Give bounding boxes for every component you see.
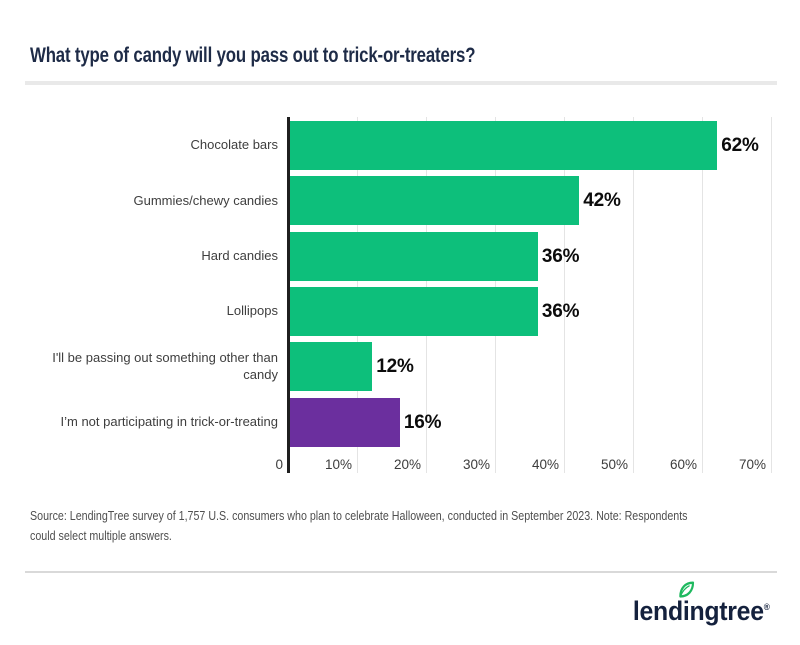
registered-mark: ®: [764, 602, 770, 612]
title-divider: [25, 81, 777, 85]
x-tick-label: 20%: [393, 457, 421, 472]
value-label: 36%: [541, 301, 580, 323]
category-label: Lollipops: [226, 303, 278, 319]
bar: [289, 287, 538, 337]
bar: [289, 397, 400, 447]
lendingtree-logo: lendi ngtree®: [633, 581, 770, 627]
category-label: Chocolate bars: [190, 137, 278, 153]
x-tick-label: 60%: [669, 457, 697, 472]
logo-letter-i: i: [679, 581, 695, 627]
bar: [289, 121, 718, 170]
source-note-line2: could select multiple answers.: [30, 527, 172, 543]
value-label: 62%: [721, 135, 759, 156]
source-note: Source: LendingTree survey of 1,757 U.S.…: [30, 506, 688, 545]
logo-text-before-i: lend: [633, 596, 684, 626]
source-note-line1: Source: LendingTree survey of 1,757 U.S.…: [30, 508, 688, 523]
x-tick-label: 0: [275, 457, 283, 472]
value-label: 12%: [376, 356, 414, 378]
category-label: I’m not participating in trick-or-treati…: [60, 414, 278, 429]
plot-area: 0 10% 20% 30% 40% 50% 60% 70% Chocolate bars 62% G…: [0, 117, 800, 473]
bar: [289, 231, 538, 281]
gridline: [771, 117, 772, 473]
gridline: [702, 117, 703, 473]
x-tick-label: 40%: [531, 457, 559, 472]
footer-divider: [25, 571, 777, 573]
y-axis-line: [287, 117, 290, 473]
chart-title: What type of candy will you pass out to …: [30, 44, 476, 67]
leaf-icon: [679, 581, 695, 598]
category-label: I'll be passing out something other than…: [52, 350, 278, 382]
x-tick-label: 50%: [600, 457, 628, 472]
x-tick-label: 10%: [324, 457, 352, 472]
logo-text-after-i: ngtree: [689, 596, 765, 626]
value-label: 42%: [583, 190, 621, 212]
category-label: Hard candies: [201, 247, 278, 263]
x-tick-label: 70%: [738, 457, 766, 472]
value-label: 36%: [541, 245, 580, 267]
x-tick-label: 30%: [462, 457, 490, 472]
gridline: [564, 117, 565, 473]
bar: [289, 342, 373, 392]
category-label: Gummies/chewy candies: [133, 192, 279, 208]
gridline: [633, 117, 634, 473]
value-label: 16%: [403, 411, 442, 433]
bar: [289, 176, 580, 226]
